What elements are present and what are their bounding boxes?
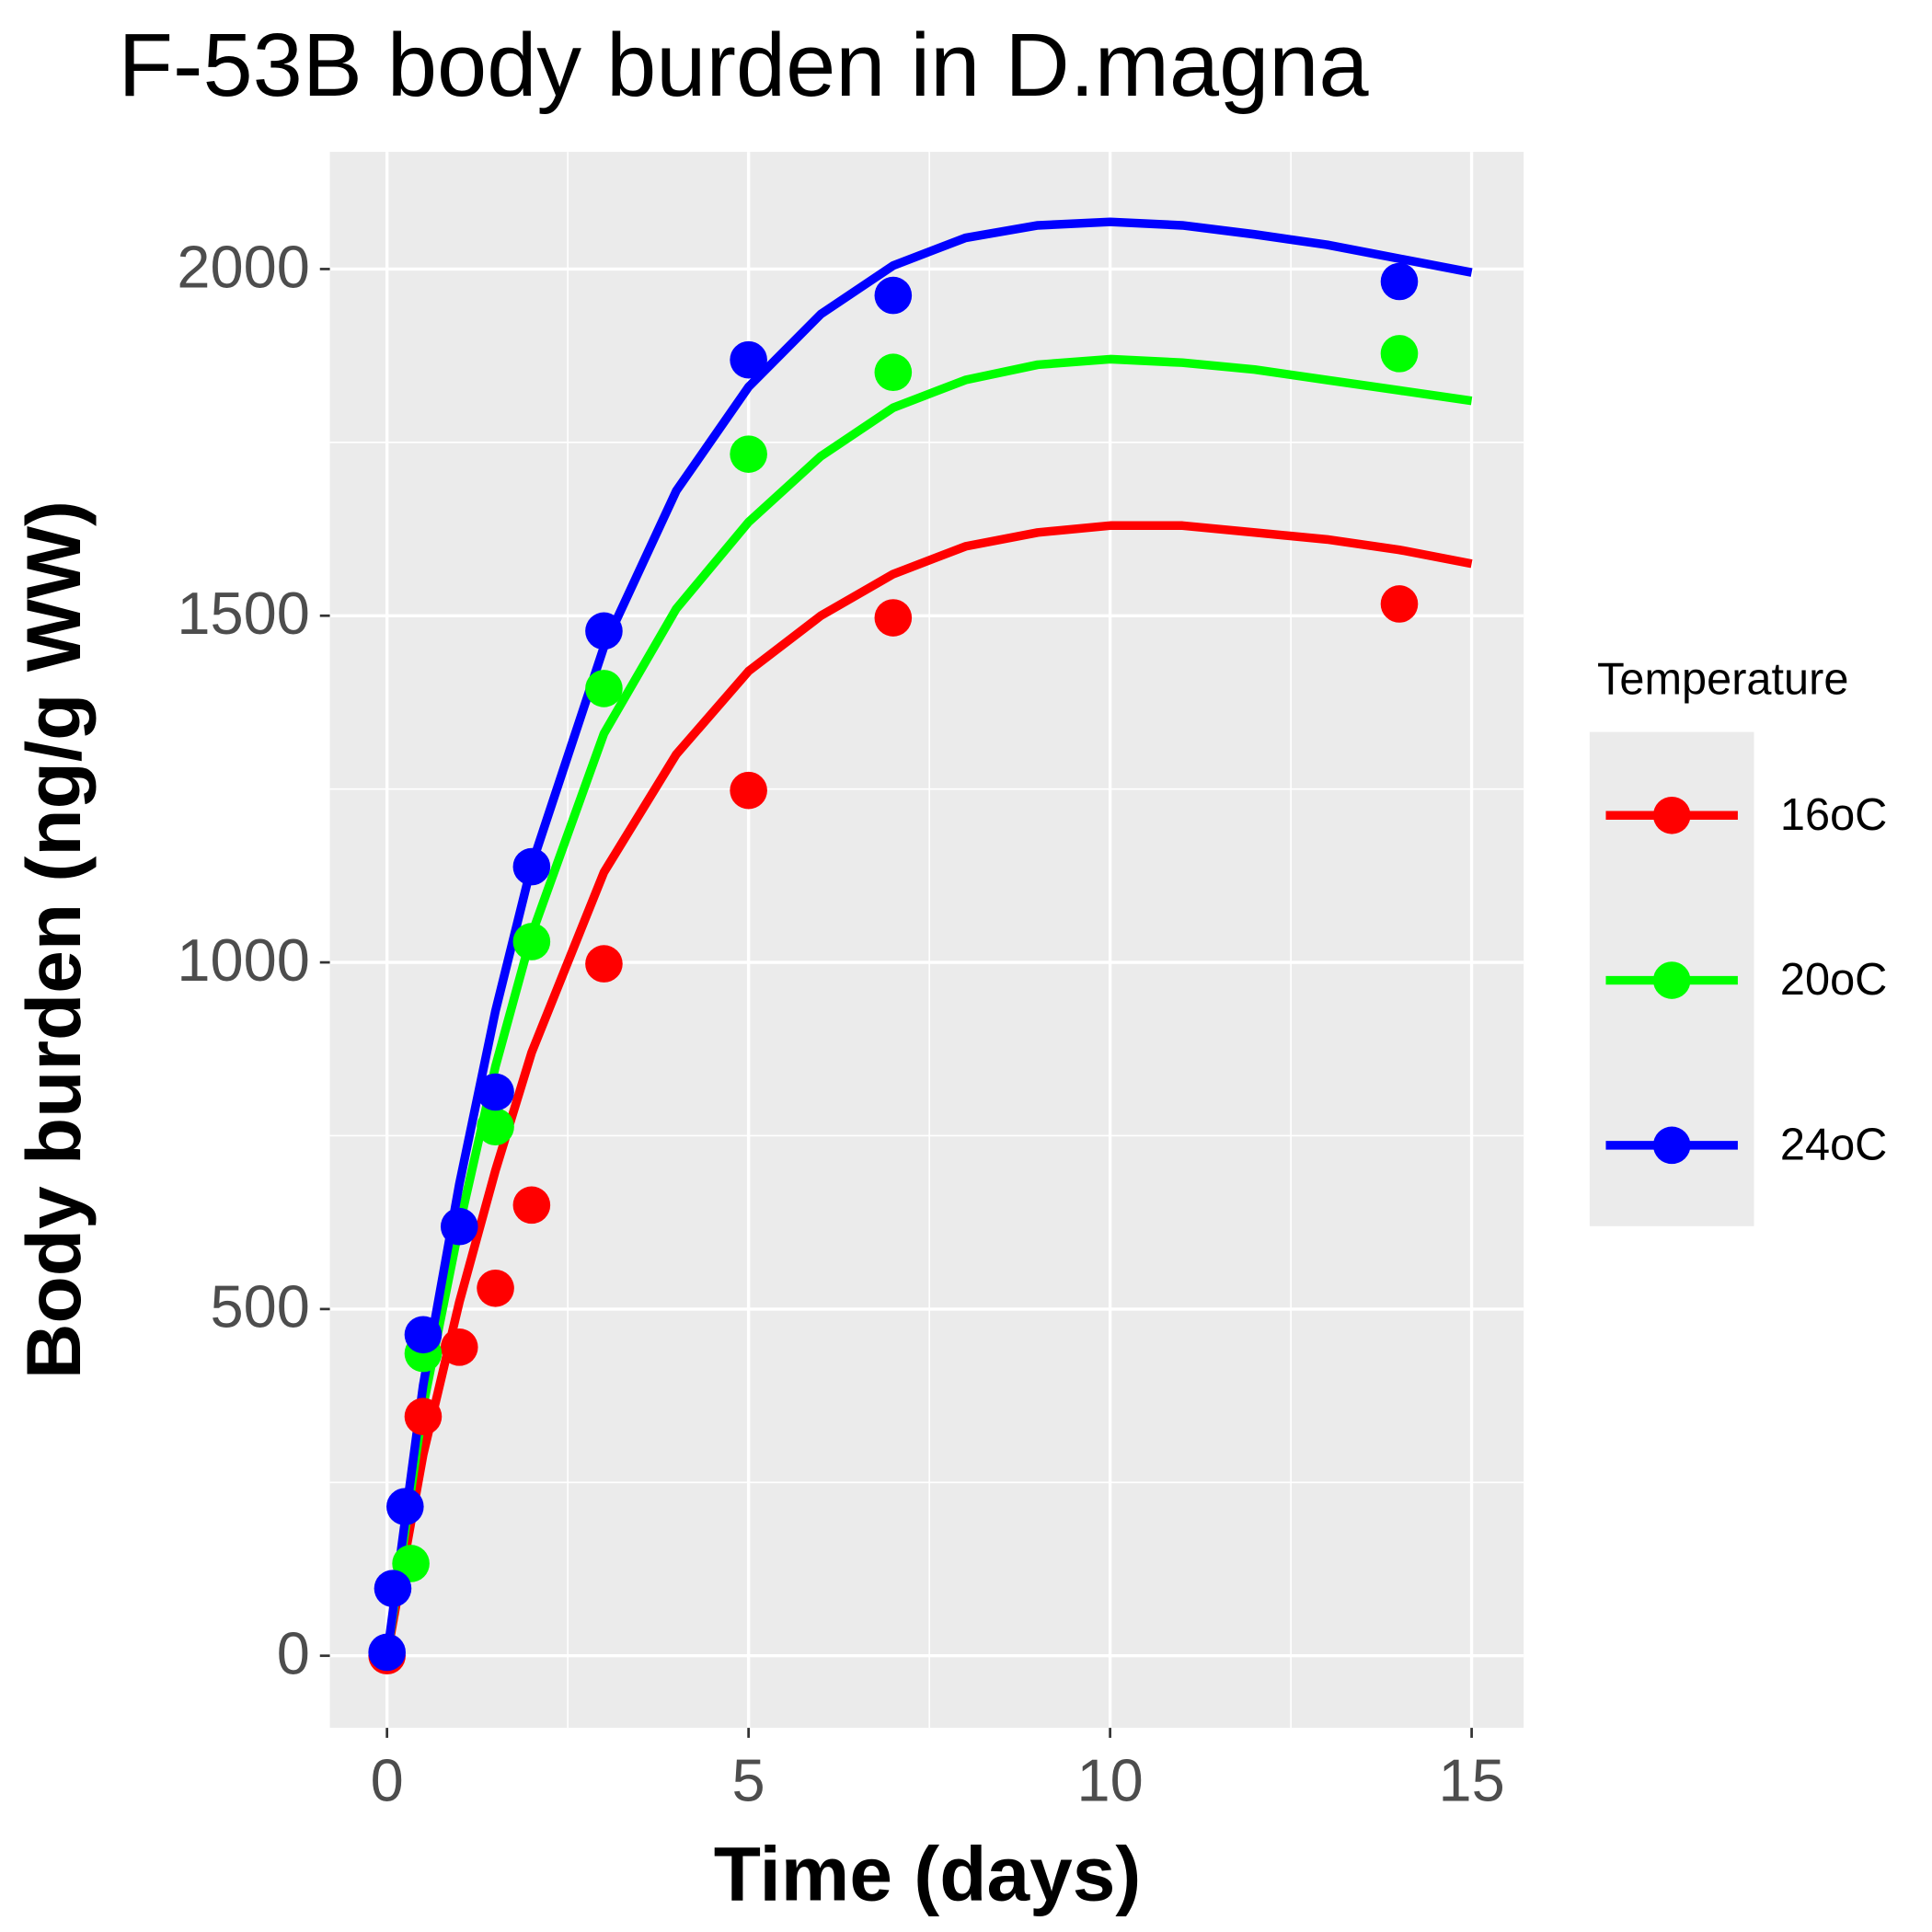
data-point [477, 1073, 514, 1111]
data-point [730, 435, 767, 473]
y-tick-label: 1000 [177, 926, 309, 994]
data-point [585, 670, 623, 707]
data-point [585, 612, 623, 650]
y-tick-label: 2000 [177, 233, 309, 300]
legend-marker [1652, 796, 1691, 834]
data-point [368, 1633, 406, 1672]
data-point [874, 599, 913, 637]
legend-marker [1652, 961, 1691, 999]
x-tick-label: 0 [371, 1746, 404, 1813]
data-point [512, 923, 551, 960]
y-axis-label: Body burden (ng/g WW) [10, 500, 97, 1379]
legend-label: 24oC [1780, 1120, 1887, 1169]
data-point [1380, 262, 1419, 301]
legend: 16oC 20oC 24oC [1605, 790, 1887, 1169]
data-point [386, 1488, 424, 1525]
legend-label: 16oC [1780, 790, 1887, 840]
x-axis-label: Time (days) [714, 1830, 1142, 1916]
fit-line [382, 521, 1473, 1657]
x-tick-label: 5 [732, 1746, 765, 1813]
x-tick-label: 10 [1077, 1746, 1144, 1813]
legend-label: 20oC [1780, 955, 1887, 1005]
data-point [730, 340, 767, 379]
chart-title: F-53B body burden in D.magna [119, 15, 1370, 115]
data-point [477, 1269, 514, 1307]
y-tick-label: 0 [277, 1620, 310, 1687]
data-point [585, 945, 623, 983]
data-point [1380, 335, 1419, 373]
data-point [874, 276, 913, 315]
fit-line [382, 217, 1473, 1657]
data-point [440, 1207, 478, 1246]
legend-title: Temperature [1597, 654, 1848, 704]
legend-marker [1652, 1126, 1691, 1165]
data-point [404, 1397, 443, 1436]
y-tick-label: 1500 [177, 580, 309, 647]
data-point [477, 1108, 514, 1145]
x-tick-label: 15 [1438, 1746, 1504, 1813]
data-point [512, 1186, 551, 1225]
marks [368, 217, 1473, 1675]
data-point [730, 771, 767, 810]
y-tick-label: 500 [211, 1273, 310, 1340]
data-point [512, 847, 551, 886]
data-point [1380, 585, 1419, 623]
data-point [374, 1570, 412, 1607]
data-point [404, 1316, 443, 1354]
grid [329, 152, 1524, 1729]
data-point [874, 353, 913, 392]
data-point [440, 1328, 478, 1366]
